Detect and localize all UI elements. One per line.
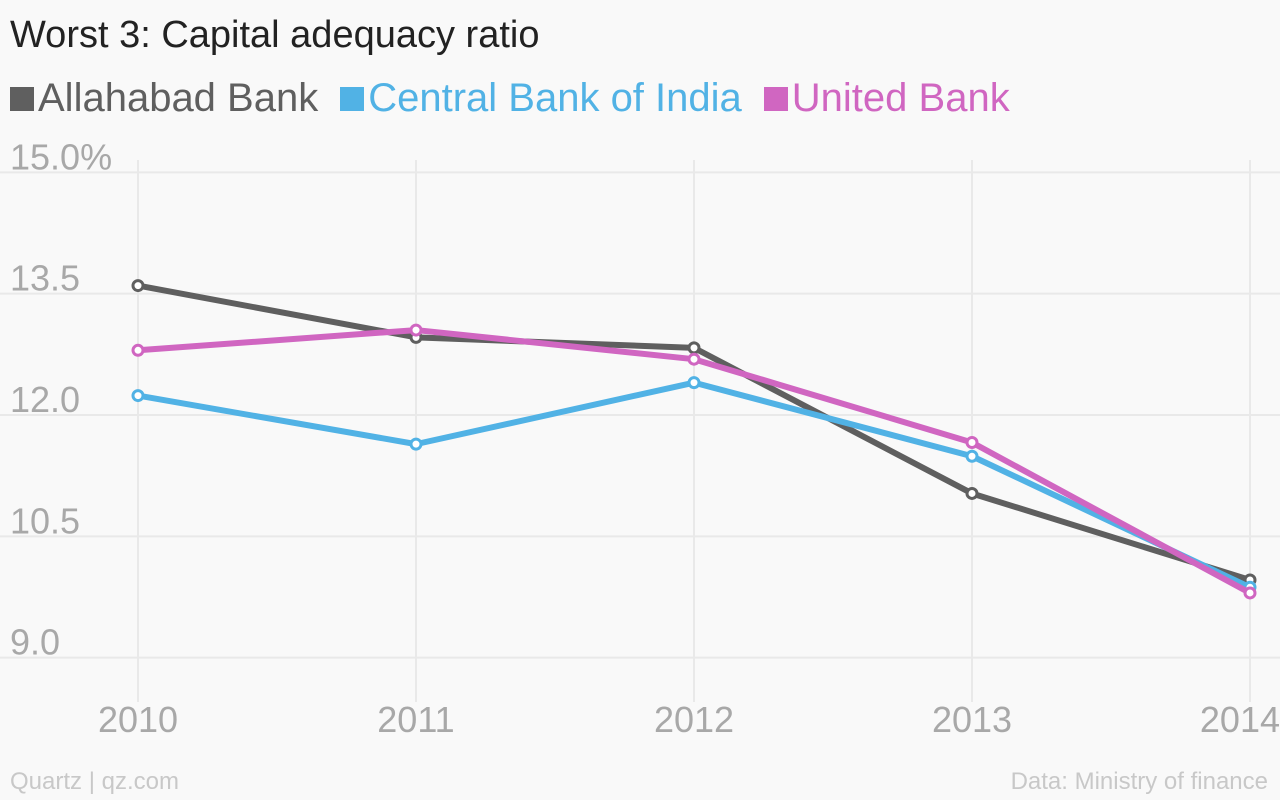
data-point-united-bank — [131, 343, 145, 357]
footer-source-left: Quartz | qz.com — [10, 768, 179, 795]
data-point-central-bank-of-india — [687, 376, 701, 390]
chart-title: Worst 3: Capital adequacy ratio — [10, 14, 540, 56]
data-point-united-bank — [965, 436, 979, 449]
line-chart: 15.0%13.512.010.59.0 2010 2011 2012 2013 201… — [0, 140, 1280, 740]
legend-item-central-bank-of-india: Central Bank of India — [340, 76, 742, 121]
grid — [0, 160, 1280, 702]
legend-swatch-allahabad-bank — [10, 86, 34, 111]
y-tick-label: 13.5 — [10, 258, 80, 299]
data-point-allahabad-bank — [131, 279, 145, 293]
legend-swatch-united-bank — [763, 86, 788, 111]
data-point-central-bank-of-india — [965, 449, 979, 463]
footer-source-right: Data: Ministry of finance — [1010, 768, 1268, 795]
data-point-allahabad-bank — [965, 486, 979, 500]
x-tick-label: 2011 — [377, 699, 454, 740]
legend-label-allahabad-bank: Allahabad Bank — [38, 76, 319, 120]
x-tick-label: 2010 — [98, 699, 178, 740]
data-point-central-bank-of-india — [409, 437, 423, 451]
legend: Allahabad Bank Central Bank of India Uni… — [10, 76, 1032, 121]
x-tick-label: 2013 — [932, 699, 1012, 740]
data-point-allahabad-bank — [687, 341, 701, 355]
series-lines — [131, 279, 1257, 600]
legend-label-united-bank: United Bank — [791, 76, 1010, 120]
y-axis: 15.0% 13.5 12.0 10.5 9.0 — [10, 140, 112, 663]
data-point-united-bank — [1243, 586, 1257, 600]
legend-swatch-central-bank-of-india — [340, 86, 365, 111]
data-point-united-bank — [409, 323, 423, 337]
data-point-united-bank — [687, 352, 701, 366]
y-tick-label: 10.5 — [10, 500, 80, 541]
legend-label-central-bank-of-india: Central Bank of India — [368, 76, 742, 120]
y-tick-label: 15.0% — [10, 140, 112, 177]
y-tick-label: 9.0 — [10, 622, 60, 663]
x-tick-label: 2014 — [1200, 699, 1280, 740]
legend-item-united-bank: United Bank — [763, 76, 1010, 121]
x-tick-label: 2012 — [654, 699, 734, 740]
legend-item-allahabad-bank: Allahabad Bank — [10, 76, 318, 121]
y-tick-label: 12.0 — [10, 379, 80, 420]
data-point-central-bank-of-india — [131, 389, 145, 403]
x-axis: 2010 2011 2012 2013 2014 — [98, 699, 1280, 740]
